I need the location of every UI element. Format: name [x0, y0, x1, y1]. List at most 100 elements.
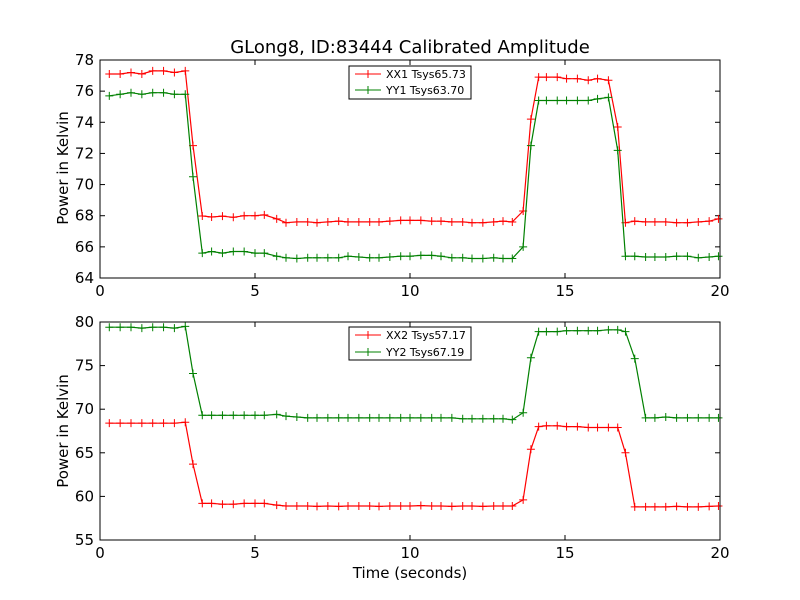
top-series-1-point — [526, 115, 535, 124]
top-series-2-point — [613, 146, 622, 155]
top-y-tick-label: 66 — [75, 238, 94, 256]
bottom-series-2-point — [650, 413, 659, 422]
bottom-series-2-point — [396, 413, 405, 422]
bottom-panel: Power in Kelvin Time (seconds) 0 5 10 15 20 5… — [54, 313, 730, 582]
bottom-series-1-point — [303, 501, 312, 510]
bottom-plot-frame — [99, 321, 721, 541]
top-series-2-point — [683, 252, 692, 261]
bottom-series-2-point — [303, 413, 312, 422]
bottom-series-2-point — [218, 411, 227, 420]
top-y-tick-label: 68 — [75, 207, 94, 225]
top-legend-label-2: YY1 Tsys63.70 — [385, 84, 464, 97]
top-y-tick-label: 78 — [75, 51, 94, 69]
bottom-series-2-point — [526, 353, 535, 362]
bottom-series-1-point — [672, 502, 681, 511]
top-series-2-point — [714, 252, 723, 261]
bottom-series-1-point — [650, 502, 659, 511]
top-legend-marker-2 — [364, 86, 372, 94]
top-series-2-point — [604, 93, 613, 102]
bottom-series-1-point — [705, 502, 714, 511]
bottom-series-1-point — [427, 501, 436, 510]
bottom-series-2-point — [313, 413, 321, 422]
bottom-series-1-point — [621, 448, 630, 457]
bottom-series-1-point — [137, 419, 146, 428]
bottom-series-2-point — [344, 413, 352, 422]
top-y-tick-label: 70 — [75, 176, 94, 194]
bottom-series-1-point — [207, 499, 216, 508]
top-series-2-point — [416, 251, 425, 260]
bottom-series-1-point — [519, 495, 528, 504]
bottom-series-1-point — [282, 501, 290, 510]
bottom-series-1-point — [365, 501, 374, 510]
bottom-series-1-point — [447, 502, 456, 511]
top-series-2-point — [694, 253, 703, 262]
top-series-2-point — [334, 253, 343, 262]
top-series-1-point — [207, 212, 216, 221]
top-series-1-point — [127, 68, 135, 77]
top-series-2-point — [650, 252, 659, 261]
top-series-2-point — [344, 252, 352, 261]
bottom-series-1-point — [323, 501, 332, 510]
bottom-legend: XX2 Tsys57.17 YY2 Tsys67.19 — [348, 326, 472, 361]
bottom-series-1-point — [478, 502, 487, 511]
top-series-2-point — [181, 90, 190, 99]
top-series-2-point — [137, 90, 146, 99]
bottom-series-1-point — [189, 460, 197, 469]
bottom-series-2-point — [170, 324, 179, 333]
bottom-series-1-point — [553, 421, 562, 430]
bottom-series-2-point — [458, 414, 467, 423]
bottom-series-1-point — [573, 422, 582, 431]
bottom-series-1-point — [562, 422, 571, 431]
x-axis-label: Time (seconds) — [352, 564, 468, 582]
top-series-1-point — [292, 217, 301, 226]
top-plot-frame — [99, 59, 721, 279]
top-series-2-point — [542, 96, 551, 105]
top-series-1-point — [105, 70, 114, 79]
bottom-series-1-point — [499, 501, 507, 510]
top-series-1-point — [683, 218, 692, 227]
top-series-1-point — [272, 214, 281, 223]
bottom-series-2-point — [621, 327, 630, 336]
top-series-1-point — [240, 211, 249, 220]
top-series-2-point — [127, 88, 135, 97]
bottom-series-2-point — [116, 323, 125, 332]
bottom-series-2-point — [385, 413, 394, 422]
bottom-series-2-point — [672, 413, 681, 422]
bottom-y-tick-label: 75 — [75, 357, 94, 375]
bottom-series-1-point — [661, 502, 670, 511]
bottom-x-tick-label: 5 — [250, 544, 260, 562]
bottom-series-2-point — [705, 413, 714, 422]
top-series-1-point — [323, 217, 332, 226]
bottom-series-1-point — [630, 502, 639, 511]
top-series-2-point — [251, 249, 259, 258]
bottom-series-1-point — [604, 423, 613, 432]
bottom-series-1-point — [170, 419, 179, 428]
top-series-1-point — [385, 217, 394, 226]
bottom-series-1-point — [437, 501, 445, 510]
bottom-series-1-point — [127, 419, 135, 428]
top-series-1-point — [534, 73, 543, 82]
bottom-series-2-point — [683, 413, 692, 422]
bottom-series-1-point — [385, 501, 394, 510]
top-series-2-point — [427, 251, 436, 260]
top-series-2-point — [354, 252, 363, 261]
bottom-series-1-point — [354, 501, 363, 510]
top-series-1-point — [604, 76, 613, 85]
bottom-series-2-point — [641, 413, 650, 422]
bottom-series-1-point — [584, 423, 593, 432]
top-series-1-point — [661, 217, 670, 226]
bottom-series-1-point — [526, 445, 535, 454]
bottom-series-1-point — [334, 502, 343, 511]
top-series-2-point — [385, 252, 394, 261]
top-series-1-point — [641, 217, 650, 226]
top-series-1-point — [181, 66, 190, 75]
top-series-1-point — [553, 73, 562, 82]
top-series-1-point — [313, 218, 321, 227]
bottom-legend-marker-2 — [364, 348, 372, 356]
top-series-1-point — [229, 213, 238, 222]
top-series-2-point — [519, 242, 528, 251]
bottom-legend-box — [348, 326, 472, 361]
bottom-series-1-point — [641, 502, 650, 511]
chart-title: GLong8, ID:83444 Calibrated Amplitude — [230, 37, 590, 58]
top-series-2-point — [198, 249, 207, 258]
